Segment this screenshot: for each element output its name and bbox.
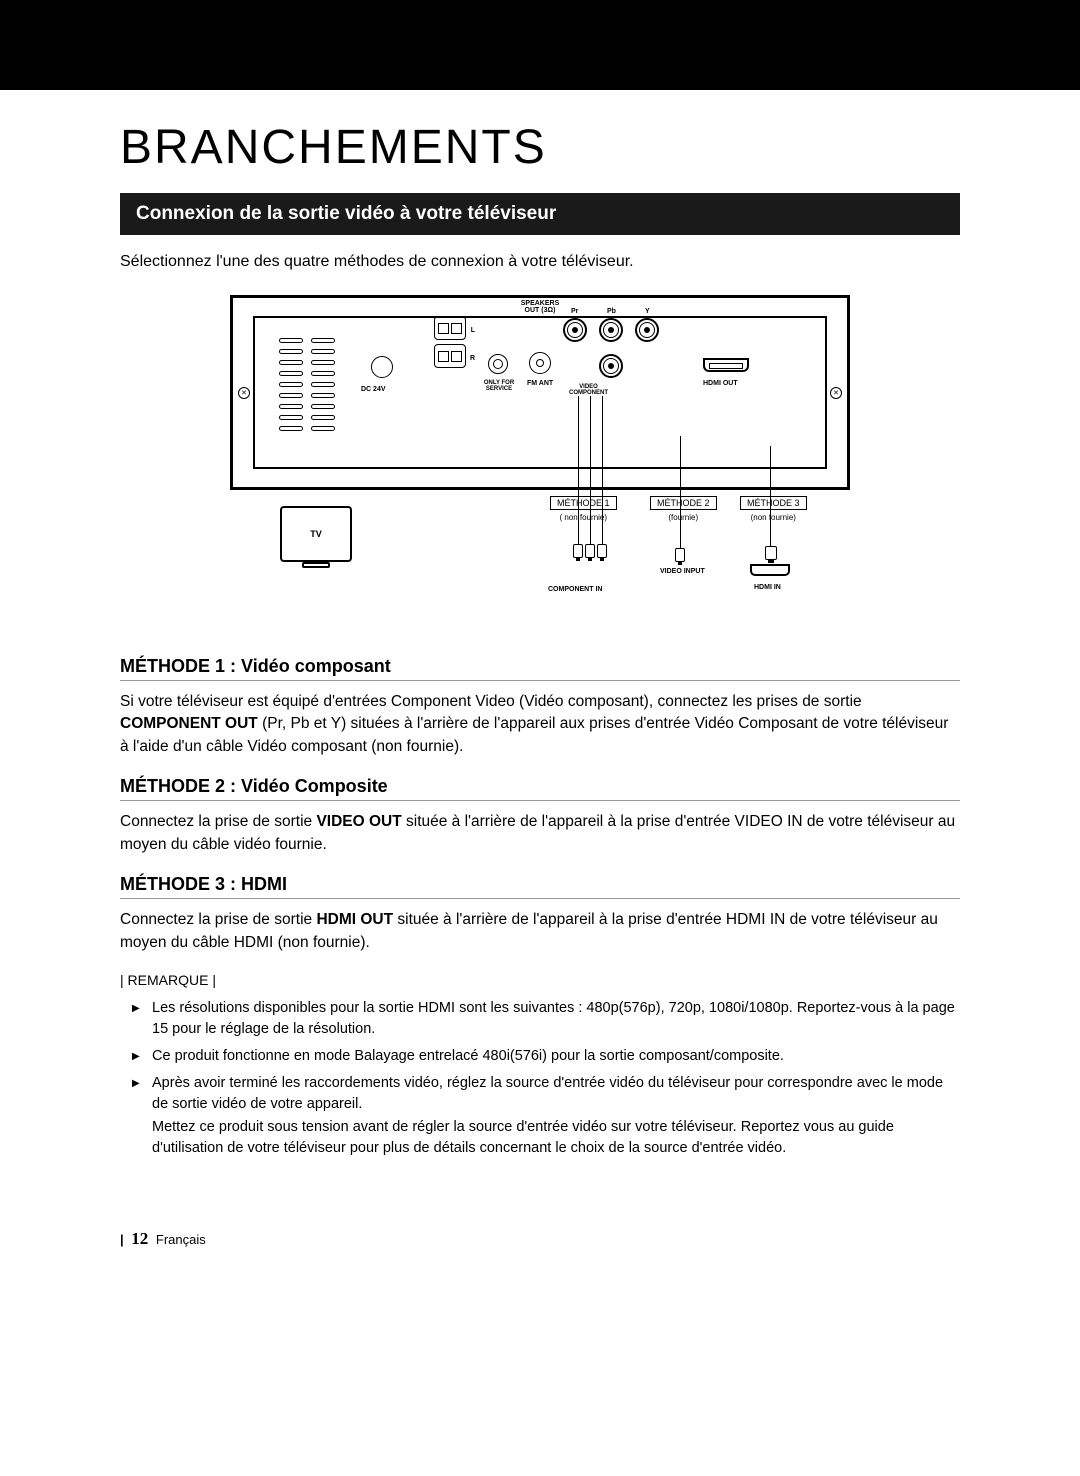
dc-jack-icon: [371, 356, 393, 378]
method2-text: Connectez la prise de sortie VIDEO OUT s…: [120, 811, 960, 856]
rca-video-out-icon: [599, 354, 623, 378]
channel-l-label: L: [471, 327, 475, 334]
method2-heading: MÉTHODE 2 : Vidéo Composite: [120, 776, 960, 797]
method3-text: Connectez la prise de sortie HDMI OUT si…: [120, 909, 960, 954]
rca-y-icon: [635, 318, 659, 342]
rca-plug-icon: [585, 544, 595, 558]
hdmi-in-port-icon: [750, 564, 790, 576]
cable-line: [590, 396, 592, 546]
speakers-out-label: SPEAKERS OUT (3Ω): [521, 300, 560, 314]
note-item: Après avoir terminé les raccordements vi…: [138, 1073, 960, 1159]
hdmi-plug-icon: [765, 546, 777, 560]
rca-pr-icon: [563, 318, 587, 342]
page-number: 12: [131, 1229, 148, 1248]
method1-heading: MÉTHODE 1 : Vidéo composant: [120, 656, 960, 677]
remark-heading: REMARQUE: [120, 972, 960, 988]
fm-antenna-icon: [529, 352, 551, 374]
section-heading-bar: Connexion de la sortie vidéo à votre tél…: [120, 193, 960, 235]
cable-line: [602, 396, 604, 546]
rear-panel: SPEAKERS OUT (3Ω) L R DC 24V ONLY FOR SE…: [230, 295, 850, 490]
method3-callout: MÉTHODE 3 (non fournie): [740, 496, 807, 522]
footer-language: Français: [156, 1232, 206, 1247]
fm-label: FM ANT: [527, 380, 553, 387]
speaker-terminals: L R: [433, 316, 475, 372]
channel-r-label: R: [470, 355, 475, 362]
video-component-label: VIDEO COMPONENT: [569, 384, 608, 396]
method1-callout: MÉTHODE 1 ( non fournie): [550, 496, 617, 522]
divider: [120, 680, 960, 681]
connection-diagram: SPEAKERS OUT (3Ω) L R DC 24V ONLY FOR SE…: [230, 295, 850, 626]
chapter-title: BRANCHEMENTS: [120, 120, 960, 175]
tv-icon: [280, 506, 352, 562]
method2-callout: MÉTHODE 2 (fournie): [650, 496, 717, 522]
page-header-blackbar: [0, 0, 1080, 90]
screw-icon: [830, 387, 842, 399]
tv-base-icon: [302, 562, 330, 568]
video-input-label: VIDEO INPUT: [660, 568, 705, 575]
component-in-label: COMPONENT IN: [548, 586, 602, 593]
screw-icon: [238, 387, 250, 399]
rca-plug-icon: [573, 544, 583, 558]
panel-inner-frame: [253, 316, 827, 469]
method1-text: Si votre téléviseur est équipé d'entrées…: [120, 691, 960, 758]
cable-line: [680, 436, 682, 551]
rca-plug-icon: [597, 544, 607, 558]
hdmi-out-port-icon: [703, 358, 749, 372]
note-item: Les résolutions disponibles pour la sort…: [138, 998, 960, 1040]
divider: [120, 800, 960, 801]
dc-label: DC 24V: [361, 386, 386, 393]
hdmi-out-label: HDMI OUT: [703, 380, 738, 387]
rca-pb-icon: [599, 318, 623, 342]
hdmi-in-label: HDMI IN: [754, 584, 781, 591]
service-label: ONLY FOR SERVICE: [479, 380, 519, 392]
component-out-cluster: [563, 314, 693, 386]
note-item: Ce produit fonctionne en mode Balayage e…: [138, 1046, 960, 1067]
divider: [120, 898, 960, 899]
notes-list: Les résolutions disponibles pour la sort…: [120, 998, 960, 1159]
intro-text: Sélectionnez l'une des quatre méthodes d…: [120, 253, 960, 271]
service-port-icon: [488, 354, 508, 374]
page-footer: | 12 Français: [120, 1229, 960, 1249]
rca-plug-icon: [675, 548, 685, 562]
vent-slots: [279, 338, 335, 431]
cable-line: [578, 396, 580, 546]
diagram-lower: MÉTHODE 1 ( non fournie) MÉTHODE 2 (four…: [230, 496, 850, 626]
method3-heading: MÉTHODE 3 : HDMI: [120, 874, 960, 895]
